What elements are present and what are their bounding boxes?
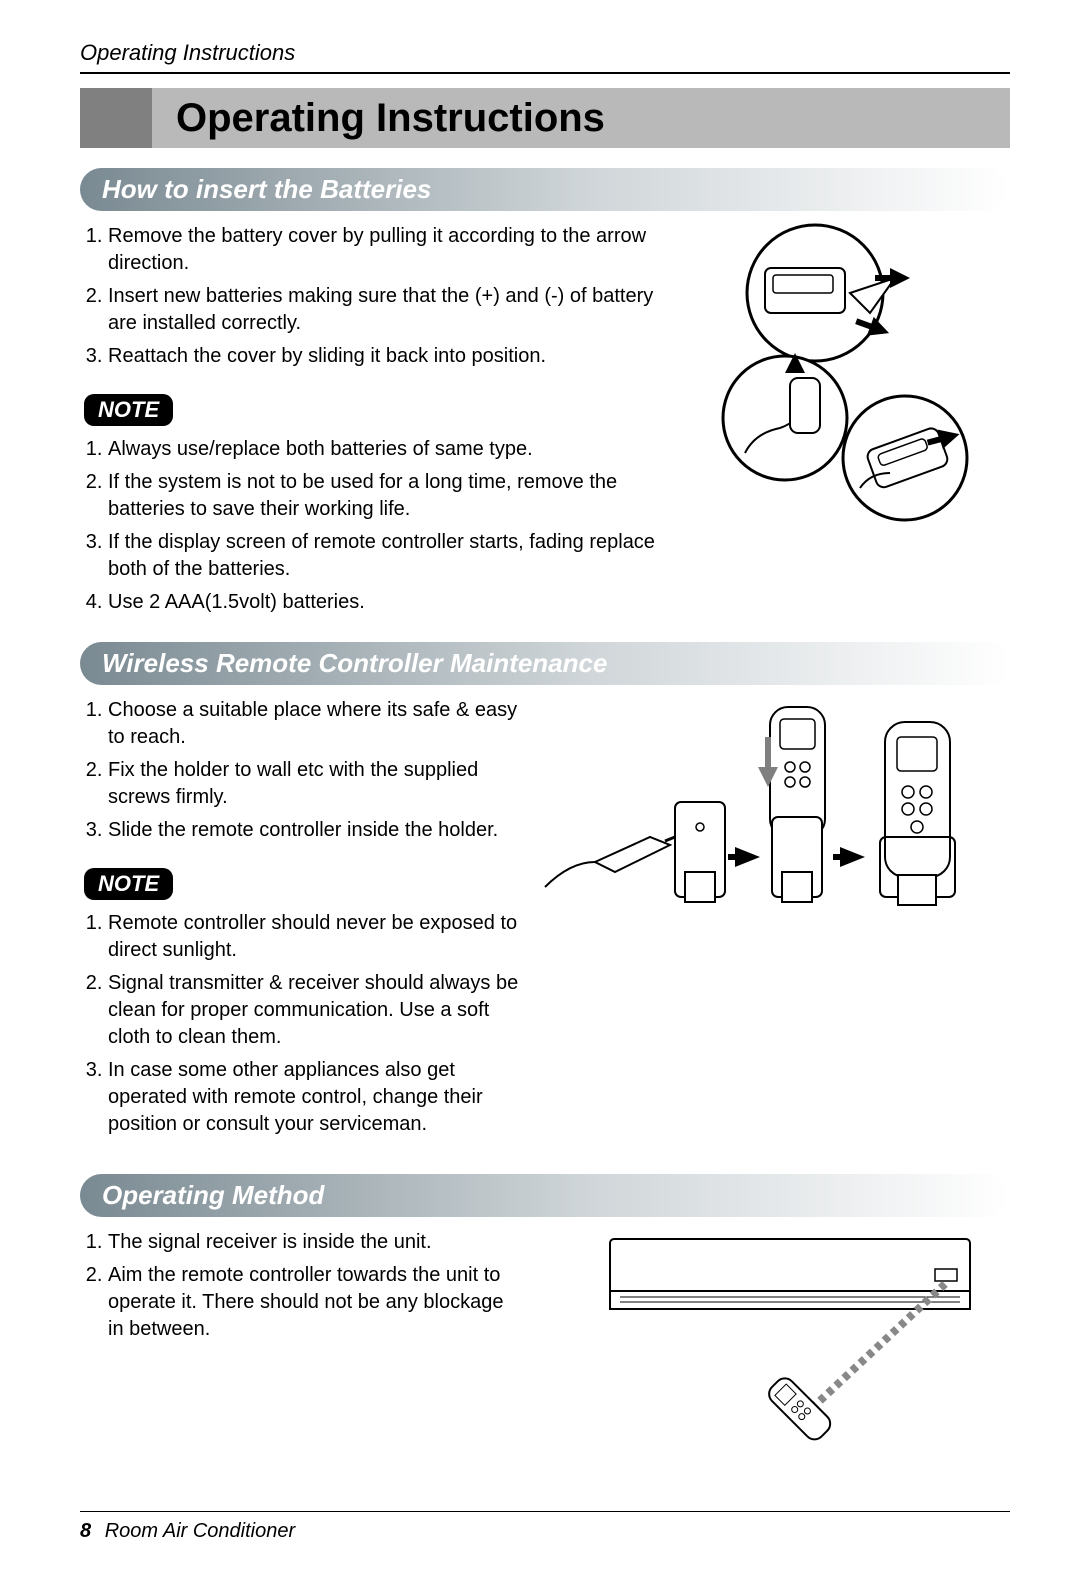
list-item: Insert new batteries making sure that th… <box>108 283 660 337</box>
signal-diagram-icon <box>550 1229 990 1449</box>
subhead-maintenance: Wireless Remote Controller Maintenance <box>80 642 1010 685</box>
list-item: Slide the remote controller inside the h… <box>108 817 520 844</box>
list-item: Use 2 AAA(1.5volt) batteries. <box>108 589 660 616</box>
subhead-batteries: How to insert the Batteries <box>80 168 1010 211</box>
figure-maintenance <box>540 697 1000 1144</box>
list-item: If the system is not to be used for a lo… <box>108 469 660 523</box>
list-item: Aim the remote controller towards the un… <box>108 1262 520 1343</box>
battery-diagram-icon <box>695 223 995 523</box>
subhead-batteries-text: How to insert the Batteries <box>102 174 431 204</box>
subhead-method: Operating Method <box>80 1174 1010 1217</box>
footer-doc-title: Room Air Conditioner <box>105 1520 295 1542</box>
list-item: Choose a suitable place where its safe &… <box>108 697 520 751</box>
list-item: The signal receiver is inside the unit. <box>108 1229 520 1256</box>
note-badge: NOTE <box>84 394 173 426</box>
page-number: 8 <box>80 1520 91 1542</box>
maintenance-steps: Choose a suitable place where its safe &… <box>80 697 520 844</box>
page-title: Operating Instructions <box>152 96 605 141</box>
list-item: Remove the battery cover by pulling it a… <box>108 223 660 277</box>
maintenance-notes: Remote controller should never be expose… <box>80 910 520 1138</box>
page-footer: 8 Room Air Conditioner <box>80 1511 1010 1543</box>
subhead-method-text: Operating Method <box>102 1180 324 1210</box>
batteries-steps: Remove the battery cover by pulling it a… <box>80 223 660 370</box>
figure-method <box>540 1229 1000 1449</box>
list-item: Signal transmitter & receiver should alw… <box>108 970 520 1051</box>
running-head: Operating Instructions <box>80 40 1010 74</box>
holder-diagram-icon <box>540 697 1000 947</box>
list-item: In case some other appliances also get o… <box>108 1057 520 1138</box>
note-badge: NOTE <box>84 868 173 900</box>
list-item: Always use/replace both batteries of sam… <box>108 436 660 463</box>
list-item: Fix the holder to wall etc with the supp… <box>108 757 520 811</box>
figure-batteries <box>680 223 1010 622</box>
list-item: If the display screen of remote controll… <box>108 529 660 583</box>
title-bar: Operating Instructions <box>80 88 1010 148</box>
batteries-notes: Always use/replace both batteries of sam… <box>80 436 660 616</box>
title-bar-accent <box>80 88 152 148</box>
subhead-maintenance-text: Wireless Remote Controller Maintenance <box>102 648 607 678</box>
list-item: Remote controller should never be expose… <box>108 910 520 964</box>
method-steps: The signal receiver is inside the unit. … <box>80 1229 520 1343</box>
list-item: Reattach the cover by sliding it back in… <box>108 343 660 370</box>
